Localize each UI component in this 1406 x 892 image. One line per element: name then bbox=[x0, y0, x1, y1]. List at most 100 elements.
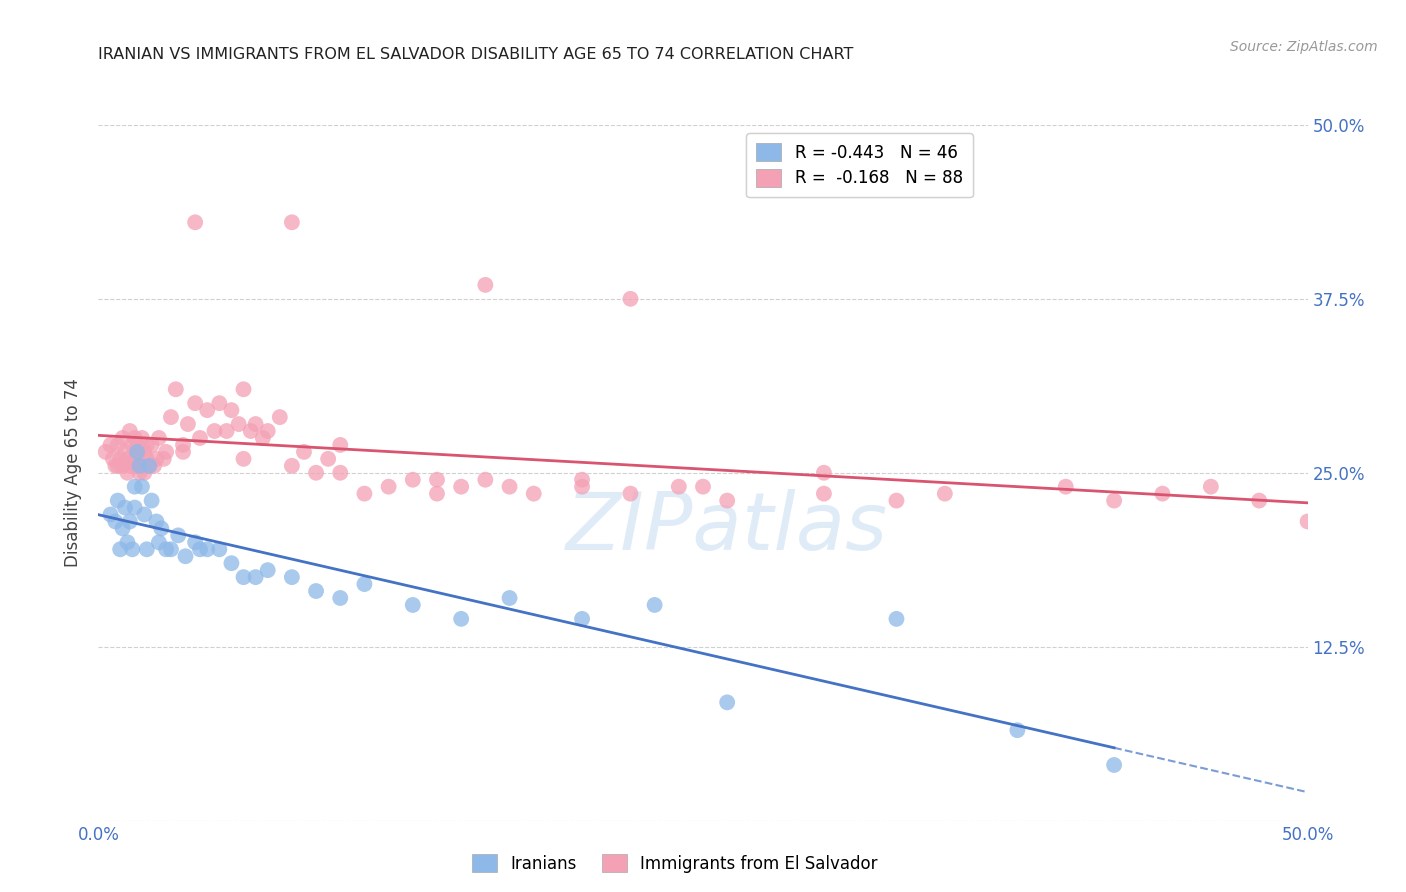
Point bbox=[117, 466, 139, 480]
Point bbox=[184, 215, 207, 229]
Point bbox=[104, 458, 127, 473]
Point bbox=[118, 424, 141, 438]
Point bbox=[148, 535, 170, 549]
Point bbox=[228, 417, 250, 431]
Point bbox=[571, 473, 593, 487]
Point bbox=[160, 542, 183, 557]
Point bbox=[135, 542, 157, 557]
Point bbox=[141, 438, 163, 452]
Point bbox=[145, 451, 167, 466]
Point bbox=[232, 382, 254, 396]
Point bbox=[128, 466, 150, 480]
Point bbox=[184, 396, 207, 410]
Point bbox=[141, 493, 163, 508]
Point bbox=[353, 486, 375, 500]
Point bbox=[128, 445, 150, 459]
Point bbox=[377, 480, 399, 494]
Point bbox=[305, 466, 328, 480]
Point bbox=[138, 458, 160, 473]
Point bbox=[221, 556, 243, 570]
Point bbox=[165, 382, 187, 396]
Point bbox=[886, 612, 908, 626]
Point bbox=[571, 480, 593, 494]
Point bbox=[221, 403, 243, 417]
Point bbox=[644, 598, 666, 612]
Point bbox=[402, 598, 425, 612]
Point bbox=[124, 480, 146, 494]
Point bbox=[204, 424, 226, 438]
Point bbox=[114, 500, 136, 515]
Point bbox=[402, 473, 425, 487]
Text: Source: ZipAtlas.com: Source: ZipAtlas.com bbox=[1230, 39, 1378, 54]
Point bbox=[305, 584, 328, 599]
Point bbox=[155, 445, 177, 459]
Point bbox=[474, 473, 496, 487]
Text: ZIPatlas: ZIPatlas bbox=[567, 490, 889, 567]
Point bbox=[124, 500, 146, 515]
Point bbox=[177, 417, 200, 431]
Point bbox=[155, 542, 177, 557]
Point bbox=[121, 438, 143, 452]
Point bbox=[124, 451, 146, 466]
Point bbox=[124, 431, 146, 445]
Point bbox=[450, 480, 472, 494]
Point bbox=[245, 570, 267, 584]
Point bbox=[716, 493, 738, 508]
Point bbox=[188, 542, 211, 557]
Point bbox=[232, 570, 254, 584]
Point bbox=[619, 486, 641, 500]
Point bbox=[111, 521, 134, 535]
Point bbox=[118, 458, 141, 473]
Point bbox=[131, 431, 153, 445]
Point bbox=[281, 458, 304, 473]
Point bbox=[127, 458, 149, 473]
Point bbox=[94, 445, 117, 459]
Point bbox=[114, 445, 136, 459]
Point bbox=[498, 480, 520, 494]
Point bbox=[172, 445, 194, 459]
Point bbox=[692, 480, 714, 494]
Point bbox=[134, 508, 156, 522]
Point bbox=[108, 451, 131, 466]
Point bbox=[107, 493, 129, 508]
Point bbox=[353, 577, 375, 591]
Legend: Iranians, Immigrants from El Salvador: Iranians, Immigrants from El Salvador bbox=[465, 847, 884, 880]
Point bbox=[716, 695, 738, 709]
Y-axis label: Disability Age 65 to 74: Disability Age 65 to 74 bbox=[65, 378, 83, 567]
Point bbox=[668, 480, 690, 494]
Point bbox=[184, 535, 207, 549]
Point bbox=[138, 458, 160, 473]
Point bbox=[135, 451, 157, 466]
Point bbox=[474, 277, 496, 292]
Point bbox=[208, 542, 231, 557]
Point bbox=[1054, 480, 1077, 494]
Point bbox=[245, 417, 267, 431]
Point bbox=[117, 535, 139, 549]
Point bbox=[117, 451, 139, 466]
Point bbox=[886, 493, 908, 508]
Point bbox=[239, 424, 262, 438]
Point bbox=[145, 515, 167, 529]
Point bbox=[111, 431, 134, 445]
Point bbox=[208, 396, 231, 410]
Point bbox=[134, 466, 156, 480]
Point bbox=[498, 591, 520, 605]
Point bbox=[195, 403, 218, 417]
Text: IRANIAN VS IMMIGRANTS FROM EL SALVADOR DISABILITY AGE 65 TO 74 CORRELATION CHART: IRANIAN VS IMMIGRANTS FROM EL SALVADOR D… bbox=[98, 47, 853, 62]
Point bbox=[269, 410, 291, 425]
Point bbox=[619, 292, 641, 306]
Point bbox=[813, 466, 835, 480]
Point bbox=[104, 515, 127, 529]
Point bbox=[135, 438, 157, 452]
Point bbox=[174, 549, 197, 564]
Point bbox=[100, 508, 122, 522]
Point bbox=[813, 486, 835, 500]
Point bbox=[450, 612, 472, 626]
Point bbox=[256, 563, 278, 577]
Point bbox=[100, 438, 122, 452]
Point bbox=[107, 438, 129, 452]
Point bbox=[329, 438, 352, 452]
Point bbox=[281, 570, 304, 584]
Point bbox=[134, 445, 156, 459]
Point bbox=[160, 410, 183, 425]
